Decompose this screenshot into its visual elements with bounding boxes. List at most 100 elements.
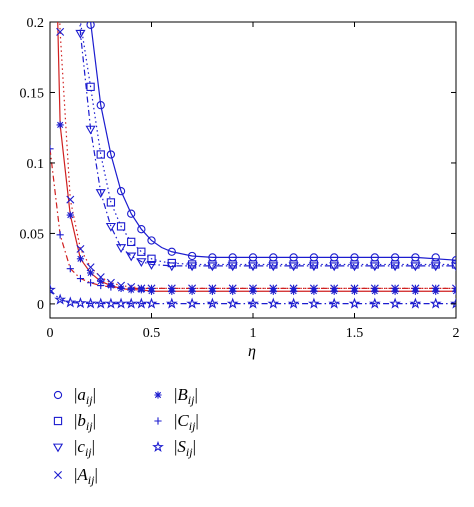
data-point [348, 297, 361, 309]
data-point [188, 284, 196, 292]
legend-item: |Cij| [154, 411, 199, 433]
data-point [147, 254, 156, 263]
data-point [226, 297, 239, 309]
data-point [147, 284, 156, 292]
data-point [329, 262, 340, 272]
legend-marker [152, 440, 164, 452]
data-point [86, 82, 95, 91]
data-point [310, 284, 318, 292]
data-point [208, 284, 216, 292]
legend-marker [154, 417, 162, 425]
data-point [117, 284, 125, 292]
data-point [106, 198, 116, 207]
data-point [451, 256, 456, 265]
data-point [105, 297, 117, 309]
data-point [328, 297, 341, 309]
data-point [96, 101, 105, 110]
data-point [146, 261, 157, 270]
data-point [97, 281, 105, 290]
data-point [50, 145, 54, 153]
data-point [410, 262, 421, 272]
data-point [368, 297, 381, 309]
data-point [87, 269, 95, 277]
data-point [76, 274, 85, 283]
data-point [106, 150, 116, 159]
x-tick-label: 2 [453, 326, 460, 341]
data-point [107, 283, 115, 291]
data-point [308, 262, 319, 272]
data-point [429, 297, 442, 309]
data-point [105, 222, 116, 232]
legend-label: |Cij| [174, 411, 199, 433]
data-point [269, 284, 277, 292]
y-tick-label: 0.2 [27, 16, 45, 31]
data-point [247, 262, 259, 272]
data-point [187, 262, 198, 272]
legend-item: |Bij| [154, 385, 198, 407]
legend-label: |Bij| [174, 385, 198, 407]
legend-item: |aij| [53, 385, 96, 407]
y-tick-label: 0.05 [20, 227, 45, 242]
data-point [54, 293, 67, 305]
legend-item: |bij| [53, 411, 96, 433]
legend-item: |Aij| [54, 465, 98, 487]
x-axis-label: η [248, 343, 256, 360]
data-point [267, 297, 280, 309]
data-point [75, 29, 86, 39]
data-point [430, 262, 441, 272]
data-point [452, 284, 456, 292]
data-point [287, 297, 300, 309]
data-point [206, 297, 219, 309]
y-tick-label: 0.15 [20, 86, 45, 101]
data-point [115, 244, 127, 253]
data-point [369, 262, 380, 272]
data-point [165, 297, 178, 309]
data-point [409, 297, 422, 309]
data-point [137, 225, 146, 234]
data-point [66, 211, 74, 219]
x-tick-label: 1.5 [346, 326, 364, 341]
data-point [76, 255, 85, 263]
legend-item: |Sij| [152, 437, 196, 459]
data-point [432, 284, 440, 292]
data-point [227, 262, 238, 272]
data-point [168, 284, 176, 292]
legend-marker [52, 443, 64, 453]
data-point [308, 297, 320, 309]
data-point [125, 297, 138, 309]
data-point [96, 150, 105, 159]
y-tick-label: 0 [37, 298, 44, 313]
data-point [350, 284, 359, 292]
series-line-a [89, 22, 456, 261]
series-line-b [79, 22, 456, 266]
series-line-c [79, 22, 456, 267]
data-point [349, 262, 360, 272]
data-point [288, 262, 299, 272]
data-point [86, 263, 95, 272]
data-point [56, 231, 64, 239]
data-point [74, 297, 87, 309]
data-point [450, 262, 456, 272]
data-point [50, 283, 56, 295]
data-point [87, 279, 95, 287]
data-point [116, 222, 126, 231]
data-point [450, 297, 456, 309]
data-point [411, 284, 419, 292]
data-point [390, 262, 401, 272]
data-point [187, 251, 197, 261]
data-point [207, 262, 218, 272]
data-point [136, 258, 147, 268]
x-tick-label: 1 [250, 326, 257, 341]
plot-area [49, 21, 457, 319]
data-point [389, 297, 401, 309]
data-point [66, 195, 75, 204]
x-tick-label: 0.5 [143, 326, 161, 341]
data-point [186, 297, 198, 309]
legend-label: |Sij| [174, 437, 196, 459]
data-point [56, 27, 65, 36]
data-point [145, 297, 158, 309]
data-point [84, 297, 97, 309]
data-point [126, 252, 137, 262]
legend-label: |Aij| [74, 465, 98, 487]
